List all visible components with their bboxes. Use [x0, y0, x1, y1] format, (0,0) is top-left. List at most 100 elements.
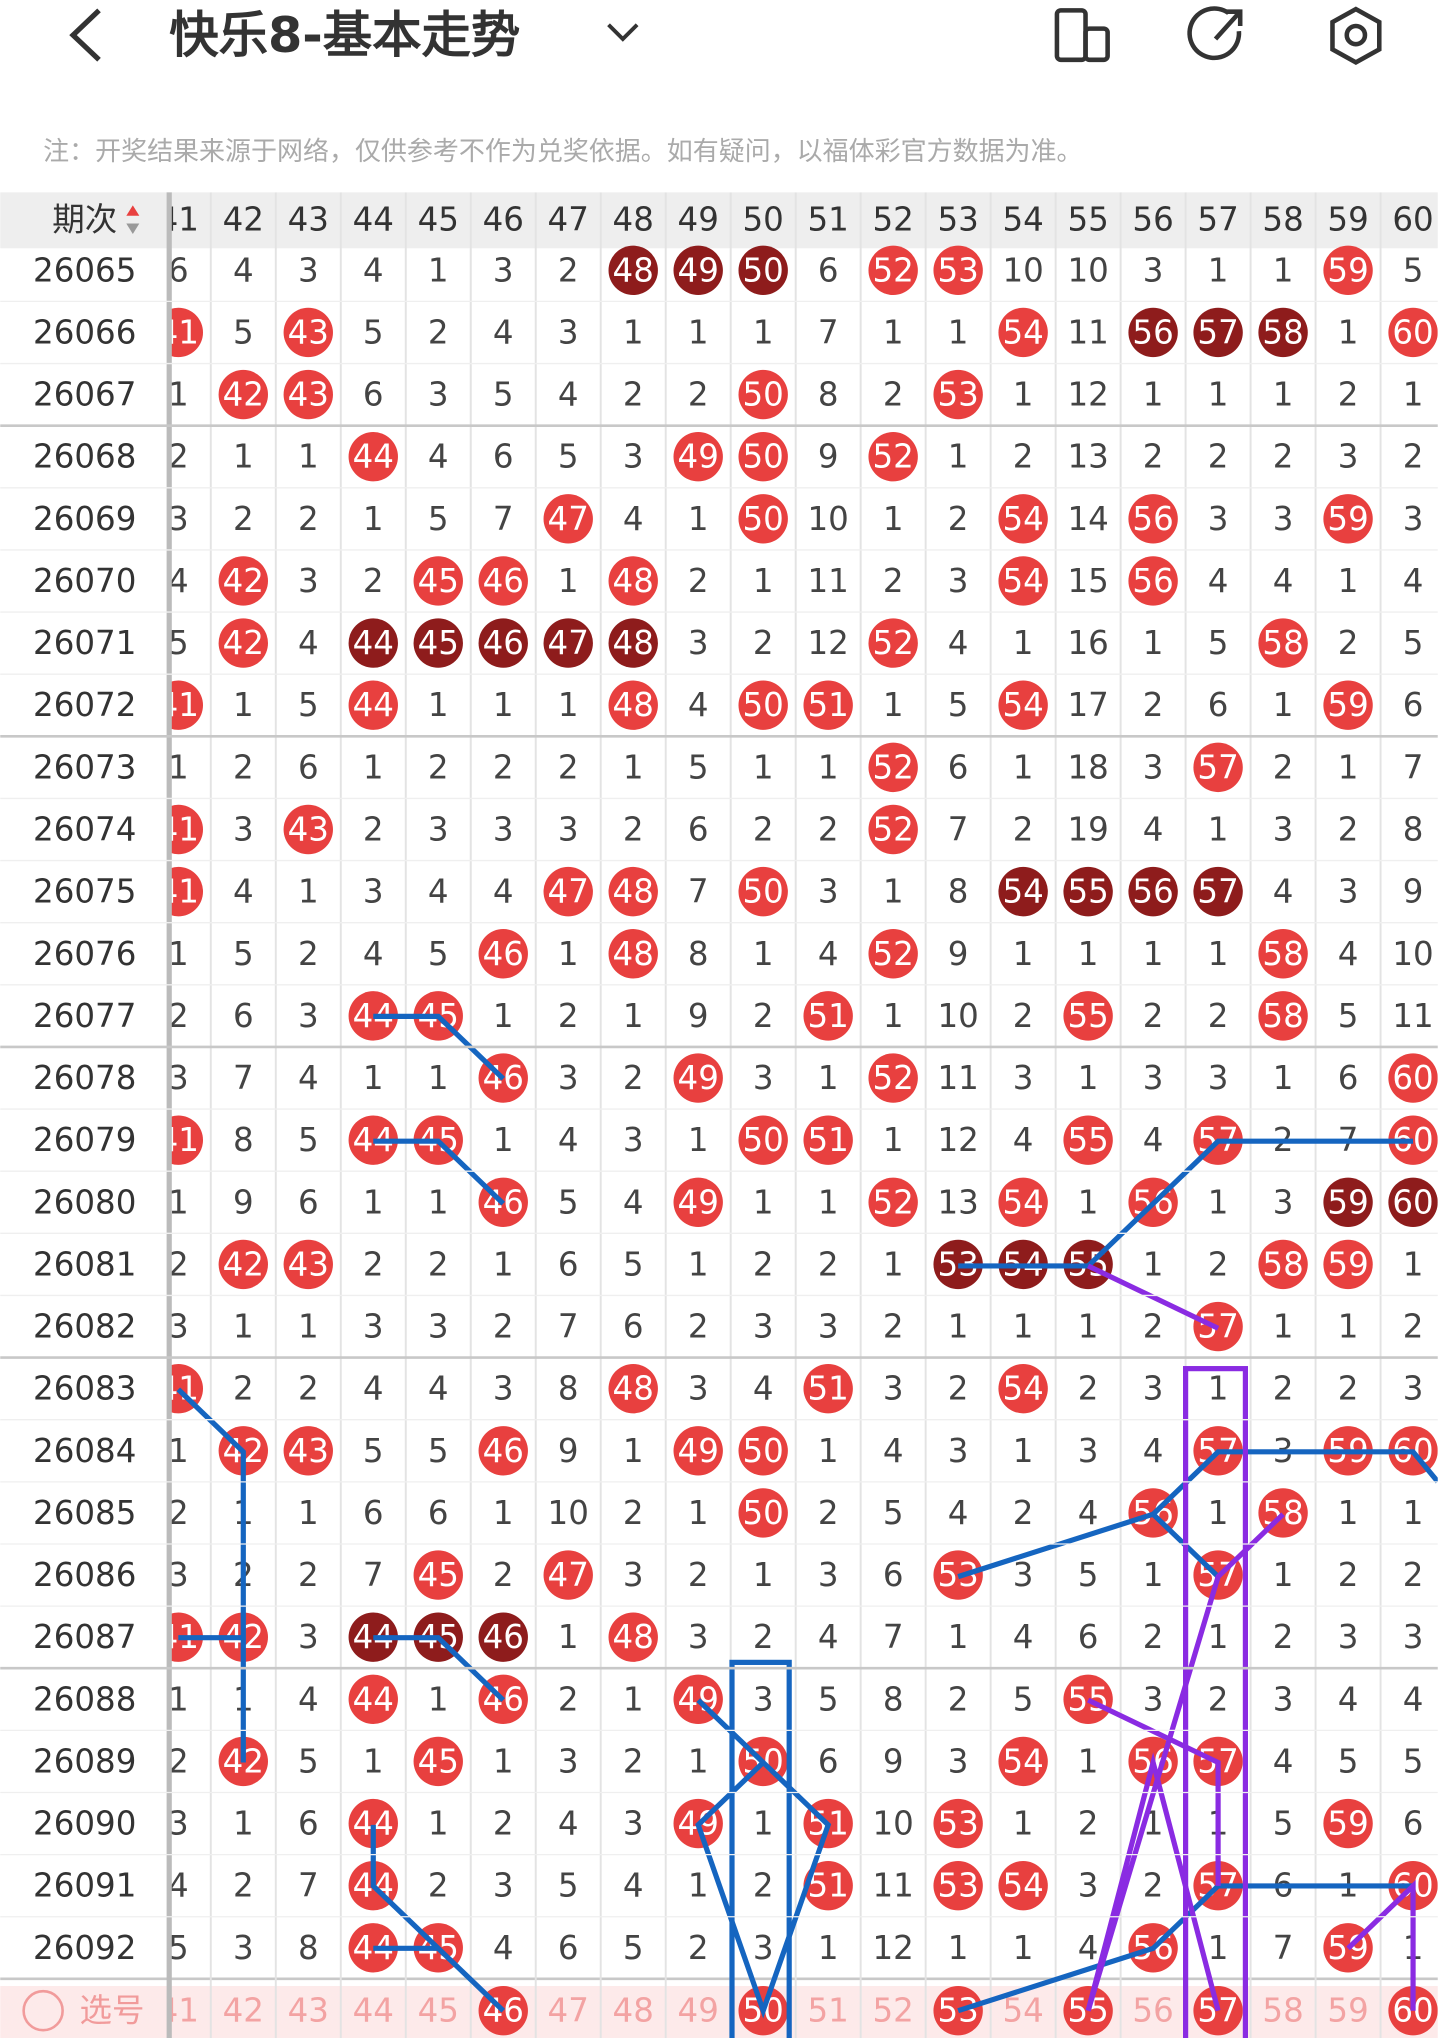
miss-count: 1	[168, 935, 189, 973]
footer-number[interactable]: 54	[1002, 1992, 1043, 2030]
ball-number: 43	[288, 1432, 329, 1470]
miss-count: 10	[1002, 251, 1043, 289]
footer-number[interactable]: 43	[288, 1992, 329, 2030]
settings-icon[interactable]	[1330, 6, 1382, 65]
footer-number[interactable]: 59	[1327, 1992, 1368, 2030]
trend-line	[1087, 1697, 1221, 1886]
miss-count: 4	[428, 1370, 449, 1408]
share-icon[interactable]	[1187, 6, 1243, 61]
miss-count: 5	[883, 1494, 904, 1532]
ball	[803, 1115, 853, 1165]
miss-count: 1	[1208, 935, 1229, 973]
ball	[803, 1363, 853, 1414]
miss-count: 3	[428, 810, 449, 848]
ball-number: 51	[808, 997, 849, 1035]
miss-count: 3	[1078, 1867, 1099, 1905]
miss-count: 5	[688, 748, 709, 786]
miss-count: 2	[298, 935, 319, 973]
sort-down[interactable]	[126, 223, 140, 234]
footer-number[interactable]: 56	[1132, 1992, 1173, 2030]
miss-count: 1	[168, 1183, 189, 1221]
miss-count: 2	[1403, 1308, 1424, 1346]
miss-count: 2	[1013, 1494, 1034, 1532]
miss-count: 1	[558, 1618, 579, 1656]
footer-number[interactable]: 51	[808, 1992, 849, 2030]
miss-count: 1	[1208, 1183, 1229, 1221]
miss-count: 5	[428, 935, 449, 973]
miss-count: 4	[298, 1059, 319, 1097]
ball-number: 51	[808, 1370, 849, 1408]
ball-number: 48	[613, 251, 654, 289]
ball	[803, 1860, 853, 1911]
miss-count: 2	[168, 1742, 189, 1780]
ball	[738, 1426, 788, 1476]
column-header: 54	[1002, 201, 1043, 239]
ball-number: 59	[1327, 500, 1368, 538]
dropdown[interactable]	[607, 23, 639, 42]
ball-number: 41	[158, 810, 199, 848]
miss-count: 10	[548, 1494, 589, 1532]
miss-count: 3	[168, 1308, 189, 1346]
miss-count: 6	[1208, 686, 1229, 724]
ball-number: 54	[1002, 313, 1043, 351]
footer-number[interactable]: 49	[678, 1992, 719, 2030]
ball	[1323, 1798, 1373, 1849]
ball-number: 57	[1197, 873, 1238, 911]
trend-line	[370, 1824, 506, 2013]
footer-number[interactable]: 52	[872, 1992, 913, 2030]
ball	[738, 1488, 788, 1538]
miss-count: 1	[753, 1183, 774, 1221]
miss-count: 2	[818, 1245, 839, 1283]
ball-number: 60	[1392, 313, 1433, 351]
miss-count: 2	[753, 1618, 774, 1656]
ball-number: 49	[678, 251, 719, 289]
rotate-icon[interactable]	[1054, 8, 1110, 63]
back-button[interactable]	[69, 8, 101, 62]
footer-number[interactable]: 44	[353, 1992, 394, 2030]
ball	[608, 929, 658, 979]
miss-count: 3	[1143, 1059, 1164, 1097]
miss-count: 10	[1392, 935, 1433, 973]
issue-number: 26087	[33, 1618, 136, 1656]
miss-count: 2	[1273, 438, 1294, 476]
footer-number[interactable]: 48	[613, 1992, 654, 2030]
footer-number[interactable]: 45	[418, 1992, 459, 2030]
miss-count: 2	[298, 1556, 319, 1594]
miss-count: 1	[298, 1308, 319, 1346]
miss-count: 5	[298, 686, 319, 724]
miss-count: 2	[1013, 810, 1034, 848]
ball	[348, 618, 398, 668]
issue-number: 26082	[33, 1308, 136, 1346]
select-radio[interactable]	[22, 1989, 64, 2032]
ball-number: 44	[353, 624, 394, 662]
miss-count: 6	[363, 1494, 384, 1532]
ball	[998, 556, 1048, 606]
sort-up[interactable]	[126, 205, 140, 216]
header-bg	[0, 192, 1438, 249]
ball	[283, 1426, 333, 1476]
miss-count: 4	[1143, 810, 1164, 848]
ball	[1063, 866, 1113, 917]
miss-count: 5	[168, 1929, 189, 1967]
miss-count: 1	[818, 748, 839, 786]
miss-count: 1	[428, 251, 449, 289]
miss-count: 1	[558, 935, 579, 973]
miss-count: 5	[1403, 624, 1424, 662]
miss-count: 2	[1403, 1556, 1424, 1594]
footer-number[interactable]: 58	[1262, 1992, 1303, 2030]
ball	[673, 1426, 723, 1476]
miss-count: 8	[883, 1680, 904, 1718]
ball-number: 46	[483, 1618, 524, 1656]
ball	[673, 432, 723, 482]
miss-count: 12	[808, 624, 849, 662]
footer-number[interactable]: 42	[223, 1992, 264, 2030]
miss-count: 1	[1208, 251, 1229, 289]
miss-count: 1	[363, 1742, 384, 1780]
footer-number[interactable]: 41	[158, 1992, 199, 2030]
ball-number: 51	[808, 686, 849, 724]
footer-number[interactable]: 53	[937, 1992, 978, 2030]
miss-count: 3	[623, 1121, 644, 1159]
ball	[933, 1798, 983, 1849]
footer-number[interactable]: 47	[548, 1992, 589, 2030]
miss-count: 1	[233, 438, 254, 476]
